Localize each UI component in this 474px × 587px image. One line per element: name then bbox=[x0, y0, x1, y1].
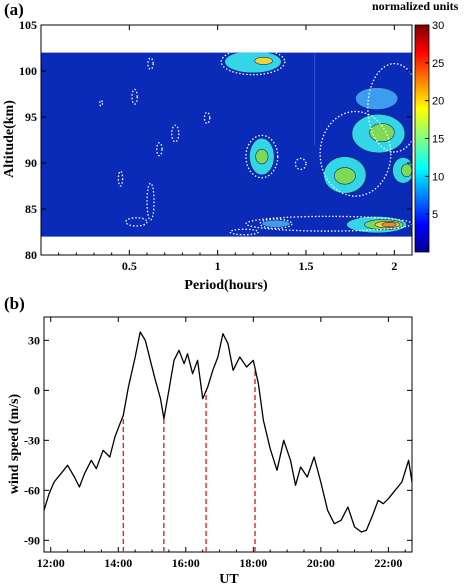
heatmap-dotted-contour-1 bbox=[146, 182, 155, 221]
heatmap-y-tick-label-2: 90 bbox=[25, 156, 37, 170]
heatmap-y-tick-label-5: 105 bbox=[19, 18, 37, 32]
wind-speed-series-line bbox=[43, 331, 413, 533]
heatmap-x-tick-label-0: 0.5 bbox=[122, 259, 137, 273]
heatmap-blob-14 bbox=[261, 219, 291, 228]
heatmap-dotted-contour-16 bbox=[229, 228, 259, 236]
heatmap-frame bbox=[40, 24, 413, 256]
heatmap-blob-3 bbox=[255, 148, 269, 165]
heatmap-dotted-contour-5 bbox=[131, 88, 138, 105]
panel-a-label: (a) bbox=[4, 0, 24, 19]
heatmap-x-tick-label-2: 1.5 bbox=[299, 259, 314, 273]
heatmap-x-tick-label-1: 1 bbox=[215, 259, 221, 273]
heatmap-dotted-contour-10 bbox=[220, 52, 286, 76]
heatmap-dotted-contour-7 bbox=[117, 170, 124, 187]
wind-y-tick-label-3: 0 bbox=[34, 383, 40, 397]
heatmap-x-tick-label-3: 2 bbox=[391, 259, 397, 273]
wind-x-tick-label-3: 18:00 bbox=[239, 556, 267, 570]
heatmap-y-tick-label-1: 85 bbox=[25, 202, 37, 216]
heatmap-y-tick-label-0: 80 bbox=[25, 248, 37, 262]
heatmap-dotted-contour-3 bbox=[156, 142, 163, 157]
wind-x-tick-label-1: 14:00 bbox=[104, 556, 132, 570]
heatmap-blob-5 bbox=[333, 167, 356, 185]
heatmap-dotted-contour-13 bbox=[367, 63, 412, 153]
colorbar: 5 10 15 20 25 30 bbox=[414, 20, 444, 253]
heatmap-blob-7 bbox=[369, 123, 395, 143]
heatmap-y-tick-label-4: 100 bbox=[19, 64, 37, 78]
wind-x-tick-label-2: 16:00 bbox=[172, 556, 200, 570]
heatmap-blob-0 bbox=[224, 52, 282, 74]
colorbar-tick-label-3: 20 bbox=[432, 96, 444, 108]
wind-x-tick-label-5: 22:00 bbox=[374, 556, 402, 570]
colorbar-tick-label-1: 10 bbox=[432, 171, 444, 183]
heatmap-dotted-contour-2 bbox=[125, 217, 148, 227]
heatmap-dotted-contour-12 bbox=[319, 110, 392, 197]
heatmap-blob-13 bbox=[381, 222, 397, 228]
wind-x-tick-label-0: 12:00 bbox=[37, 556, 65, 570]
colorbar-tick-label-0: 5 bbox=[432, 209, 438, 221]
heatmap-dotted-contour-8 bbox=[99, 99, 104, 107]
heatmap-blob-15 bbox=[355, 87, 399, 110]
heatmap-plot: 0.5 1 1.5 2 80 85 90 95 100 105 bbox=[19, 18, 413, 273]
panel-b-label: (b) bbox=[4, 294, 25, 313]
wind-y-tick-label-1: -60 bbox=[24, 483, 40, 497]
heatmap-x-axis-label: Period(hours) bbox=[184, 278, 268, 293]
wind-y-tick-label-0: -90 bbox=[24, 533, 40, 547]
heatmap-dotted-contour-15 bbox=[259, 218, 293, 229]
colorbar-title: normalized units bbox=[372, 0, 459, 13]
wind-frame bbox=[43, 316, 413, 553]
wind-y-tick-label-2: -30 bbox=[24, 433, 40, 447]
wind-x-tick-label-4: 20:00 bbox=[307, 556, 335, 570]
wind-line-plot: 12:00 14:00 16:00 18:00 20:00 22:00 -90 -60 -30 0… bbox=[24, 316, 413, 570]
heatmap-dotted-contour-14 bbox=[245, 215, 412, 232]
wind-x-axis-label: UT bbox=[219, 572, 239, 587]
colorbar-tick-label-5: 30 bbox=[432, 20, 444, 32]
heatmap-dotted-contour-9 bbox=[294, 157, 307, 171]
heatmap-blob-1 bbox=[254, 56, 273, 65]
heatmap-y-axis-label: Altitude(km) bbox=[2, 100, 17, 178]
colorbar-tick-label-4: 25 bbox=[432, 58, 444, 70]
heatmap-field bbox=[41, 52, 412, 237]
colorbar-tick-label-2: 15 bbox=[432, 134, 444, 146]
heatmap-dotted-contour-11 bbox=[245, 134, 279, 179]
heatmap-blob-9 bbox=[401, 163, 412, 178]
heatmap-y-tick-label-3: 95 bbox=[25, 110, 37, 124]
heatmap-dotted-contour-0 bbox=[203, 111, 211, 125]
heatmap-contours bbox=[99, 52, 412, 236]
wind-y-tick-label-4: 30 bbox=[28, 333, 40, 347]
heatmap-dotted-contour-4 bbox=[171, 124, 180, 143]
heatmap-dotted-contour-6 bbox=[147, 57, 154, 70]
wind-y-axis-label: wind speed (m/s) bbox=[7, 393, 22, 494]
